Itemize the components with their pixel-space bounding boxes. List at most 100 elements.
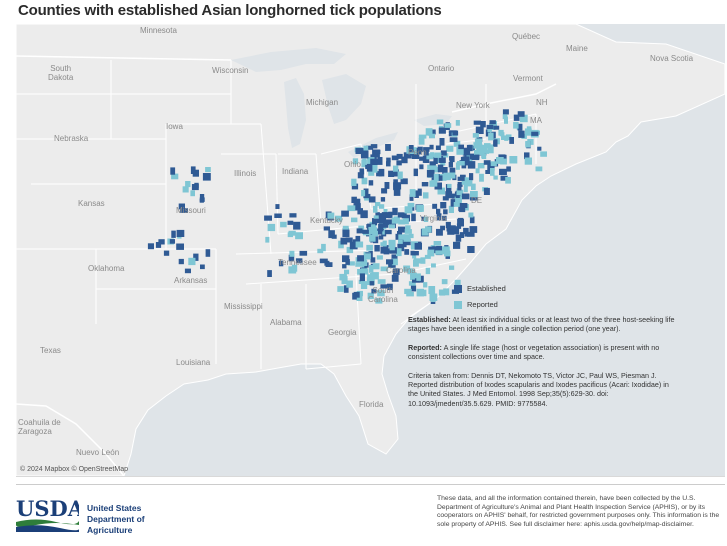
- county-marker: [267, 223, 276, 232]
- county-marker: [428, 246, 434, 252]
- county-marker: [474, 150, 482, 156]
- county-marker: [412, 252, 417, 259]
- county-marker: [345, 259, 350, 265]
- label-michigan: Michigan: [306, 98, 339, 107]
- county-marker: [525, 141, 531, 148]
- county-marker: [479, 144, 487, 151]
- label-texas: Texas: [40, 346, 61, 355]
- county-marker: [442, 167, 448, 174]
- label-arkansas: Arkansas: [174, 276, 208, 285]
- label-iowa: Iowa: [166, 122, 183, 131]
- county-marker: [190, 190, 195, 197]
- county-marker: [370, 257, 376, 263]
- county-marker: [423, 282, 428, 288]
- county-marker: [432, 246, 437, 254]
- county-marker: [381, 212, 387, 217]
- county-marker: [361, 190, 366, 197]
- county-marker: [474, 138, 483, 146]
- county-marker: [436, 245, 443, 251]
- county-marker: [339, 273, 347, 281]
- county-marker: [426, 169, 435, 178]
- map-panel[interactable]: Minnesota South Dakota Wisconsin Michiga…: [16, 24, 725, 477]
- county-marker: [403, 265, 411, 272]
- county-marker: [355, 241, 364, 248]
- county-marker: [469, 173, 474, 181]
- county-marker: [410, 250, 415, 256]
- county-marker: [391, 258, 398, 266]
- label-virginia: Virginia: [420, 214, 447, 223]
- county-marker: [366, 163, 375, 172]
- county-marker: [378, 235, 384, 240]
- county-marker: [444, 123, 452, 128]
- county-marker: [428, 286, 436, 294]
- county-marker: [357, 269, 365, 275]
- county-marker: [295, 232, 303, 240]
- canada-border: [16, 55, 557, 113]
- county-marker: [459, 232, 465, 238]
- label-georgia: Georgia: [328, 328, 357, 337]
- footer-divider: [16, 484, 725, 485]
- county-marker: [389, 246, 395, 251]
- agency-name: United States Department of Agriculture: [87, 503, 145, 536]
- usda-logo-field: [16, 525, 79, 532]
- county-marker: [370, 158, 378, 166]
- county-marker: [299, 250, 308, 256]
- county-marker: [368, 170, 375, 176]
- county-marker: [454, 279, 461, 287]
- label-mississippi: Mississippi: [224, 302, 263, 311]
- county-marker: [464, 180, 472, 187]
- county-marker: [357, 208, 363, 215]
- county-marker: [432, 203, 438, 209]
- state-borders: [16, 60, 537, 370]
- county-marker: [388, 239, 396, 248]
- county-marker: [433, 241, 442, 246]
- county-marker: [200, 264, 205, 270]
- county-marker: [436, 213, 442, 221]
- county-marker: [373, 205, 378, 213]
- label-coahuila: Coahuila de Zaragoza: [18, 418, 61, 436]
- county-marker: [401, 156, 408, 164]
- county-marker: [380, 215, 386, 224]
- county-marker: [353, 291, 360, 298]
- county-marker: [455, 120, 460, 126]
- county-marker: [291, 264, 298, 272]
- county-marker: [537, 146, 542, 151]
- county-marker: [469, 194, 478, 201]
- county-marker: [502, 109, 509, 115]
- county-marker: [413, 258, 421, 264]
- county-marker: [457, 161, 465, 166]
- label-new-york: New York: [456, 101, 490, 110]
- county-marker: [456, 146, 464, 155]
- county-marker: [490, 168, 495, 176]
- county-marker: [372, 230, 378, 236]
- label-tennessee: Tennessee: [278, 258, 317, 267]
- county-marker: [509, 156, 518, 164]
- county-marker: [396, 248, 402, 257]
- county-marker: [416, 204, 424, 212]
- county-marker: [341, 210, 349, 217]
- map-attribution[interactable]: © 2024 Mapbox © OpenStreetMap: [20, 466, 128, 473]
- county-marker: [376, 255, 383, 260]
- county-marker: [442, 215, 447, 221]
- lake-superior: [231, 48, 346, 72]
- county-marker: [505, 134, 512, 141]
- label-pennsylvania: Penn: [408, 148, 427, 157]
- us-map[interactable]: [16, 24, 725, 476]
- legend-label: Reported: [467, 300, 498, 309]
- county-marker: [368, 180, 374, 186]
- county-marker: [513, 114, 520, 121]
- county-marker: [519, 114, 528, 123]
- label-nova-scotia: Nova Scotia: [650, 54, 694, 63]
- county-marker: [328, 230, 335, 239]
- county-marker: [340, 237, 348, 245]
- county-marker: [372, 149, 381, 155]
- county-marker: [386, 161, 391, 167]
- county-marker: [418, 138, 425, 145]
- county-marker: [363, 193, 371, 199]
- county-marker: [485, 170, 491, 174]
- usda-logo-text: USDA: [16, 496, 79, 521]
- county-marker: [391, 254, 398, 262]
- label-carolina: Carolina: [386, 266, 416, 275]
- county-marker: [370, 154, 377, 160]
- county-marker: [449, 167, 456, 174]
